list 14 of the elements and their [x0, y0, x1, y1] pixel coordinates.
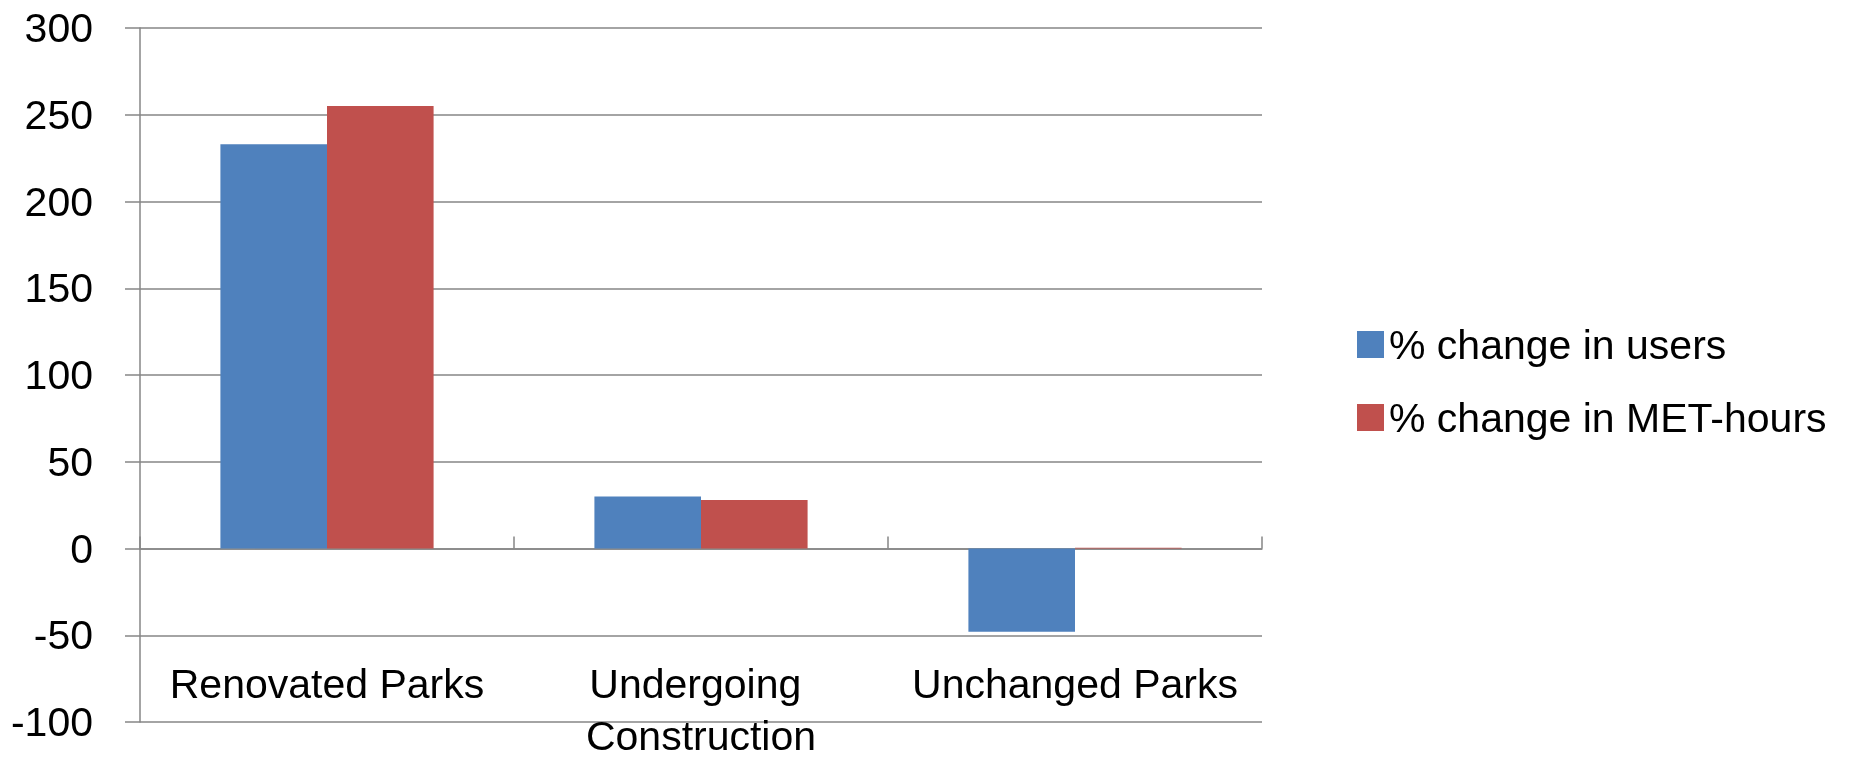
- y-tick-label: 150: [24, 265, 93, 312]
- y-tick-label: 0: [70, 525, 93, 572]
- y-tick-label: 50: [47, 438, 93, 485]
- y-tick-label: -50: [33, 612, 93, 659]
- legend-label: % change in users: [1389, 321, 1727, 368]
- x-tick-label: Unchanged Parks: [912, 661, 1238, 707]
- legend-label: % change in MET-hours: [1389, 394, 1827, 441]
- y-tick-label: 300: [24, 5, 93, 51]
- y-tick-label: 250: [24, 91, 93, 138]
- x-tick-label: Renovated Parks: [169, 661, 485, 707]
- y-tick-label: 200: [24, 178, 93, 225]
- x-tick-label: Undergoing Construction: [585, 661, 817, 759]
- y-tick-label: -100: [10, 699, 93, 745]
- y-tick-label: 100: [24, 352, 93, 398]
